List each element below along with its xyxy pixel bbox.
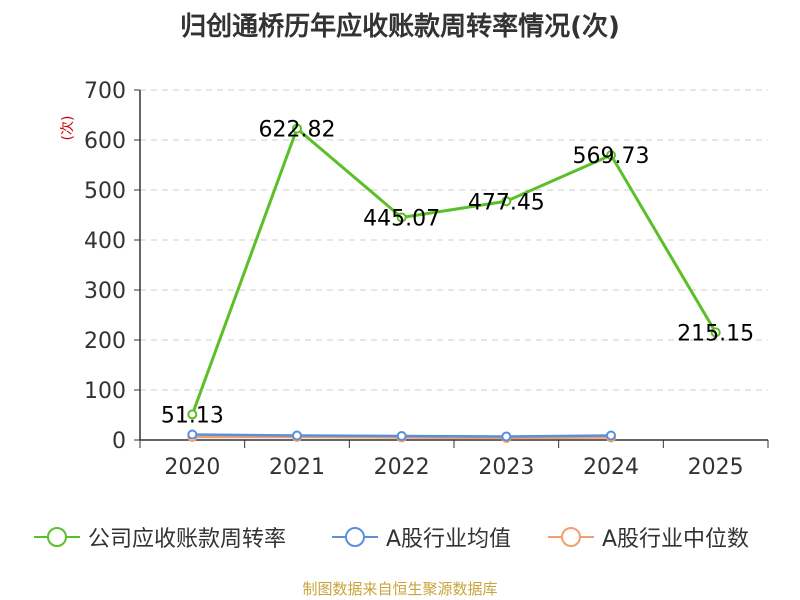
data-point (606, 430, 616, 441)
y-tick-label: 400 (84, 229, 126, 254)
legend-item-industry-median[interactable]: A股行业中位数 (546, 522, 749, 552)
x-tick-label: 2024 (583, 455, 639, 480)
legend-label-industry-mean: A股行业均值 (386, 527, 512, 552)
data-label: 569.73 (573, 144, 650, 169)
chart-title: 归创通桥历年应收账款周转率情况(次) (180, 12, 620, 42)
data-point (396, 212, 407, 223)
data-point (501, 196, 512, 207)
source-note: 制图数据来自恒生聚源数据库 (302, 580, 498, 598)
data-point (187, 429, 198, 440)
y-tick-label: 0 (112, 429, 126, 454)
data-label: 622.82 (259, 118, 336, 143)
data-point (710, 327, 721, 338)
y-tick-label: 500 (84, 179, 126, 204)
y-tick-label: 700 (84, 79, 126, 104)
data-label: 215.15 (677, 321, 754, 346)
legend-marker-company (34, 527, 80, 547)
legend-item-industry-mean[interactable]: A股行业均值 (330, 522, 511, 552)
data-point (501, 431, 512, 442)
grid-lines (140, 89, 768, 391)
x-tick-label: 2022 (374, 455, 430, 480)
legend-label-company: 公司应收账款周转率 (88, 527, 287, 552)
x-tick-label: 2020 (164, 455, 220, 480)
series-line (190, 127, 717, 415)
data-point (396, 431, 407, 441)
data-label: 445.07 (363, 206, 440, 231)
data-label: 51.13 (161, 403, 224, 428)
x-tick-label: 2023 (478, 455, 534, 480)
series (187, 123, 721, 443)
legend-item-company[interactable]: 公司应收账款周转率 (32, 522, 286, 552)
data-labels: 51.13 622.82 445.07 477.45 569.73 215.15 (161, 118, 754, 429)
data-point (292, 430, 302, 441)
y-axis-label: (次) (60, 116, 76, 141)
y-tick-label: 600 (84, 129, 126, 154)
legend-marker-industry-median (548, 527, 594, 547)
legend-label-industry-median: A股行业中位数 (602, 527, 750, 552)
y-tick-label: 200 (84, 329, 126, 354)
x-tick-label: 2021 (269, 455, 325, 480)
y-tick-label: 300 (84, 279, 126, 304)
legend-marker-industry-mean (332, 527, 378, 547)
y-tick-label: 100 (84, 379, 126, 404)
axes: 0 100 200 300 400 500 600 700 2020 2021 2022 2023 20… (84, 79, 769, 480)
x-tick-label: 2025 (688, 455, 744, 480)
data-point (187, 409, 198, 420)
data-point (292, 123, 302, 134)
data-point (606, 150, 616, 161)
data-label: 477.45 (468, 190, 545, 215)
